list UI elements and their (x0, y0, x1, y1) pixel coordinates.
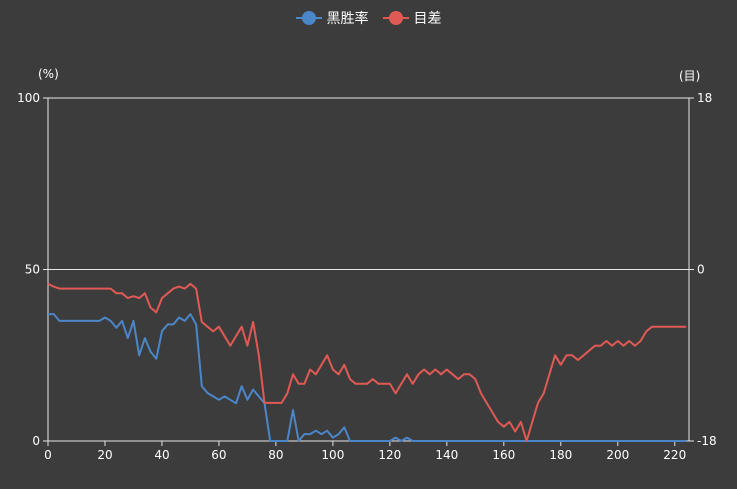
x-tick-label: 60 (211, 448, 226, 462)
x-tick-label: 180 (549, 448, 572, 462)
x-tick-label: 20 (97, 448, 112, 462)
legend-win-rate-icon (295, 11, 322, 25)
x-tick-label: 160 (492, 448, 515, 462)
right-tick-label: 18 (697, 91, 712, 105)
left-tick-label: 50 (25, 263, 40, 277)
left-axis-unit: (%) (38, 67, 59, 81)
left-tick-label: 0 (32, 434, 40, 448)
legend-score-diff-label: 目差 (413, 11, 442, 27)
right-tick-label: -18 (697, 434, 717, 448)
series-line-win-rate (48, 313, 687, 442)
x-tick-label: 80 (268, 448, 283, 462)
chart-legend: 黑胜率 目差 (0, 8, 737, 28)
right-tick-label: 0 (697, 263, 705, 277)
x-tick-label: 140 (435, 448, 458, 462)
x-tick-label: 100 (321, 448, 344, 462)
legend-item-score-diff[interactable]: 目差 (382, 8, 442, 28)
x-tick-label: 220 (663, 448, 686, 462)
legend-win-rate-label: 黑胜率 (326, 11, 369, 27)
x-tick-label: 40 (154, 448, 169, 462)
series-line-score-diff (47, 282, 687, 442)
x-tick-label: 200 (606, 448, 629, 462)
left-tick-label: 100 (17, 91, 40, 105)
right-axis-unit: (目) (679, 69, 701, 83)
x-tick-label: 120 (378, 448, 401, 462)
legend-score-diff-icon (382, 11, 409, 25)
legend-item-win-rate[interactable]: 黑胜率 (295, 8, 369, 28)
x-tick-label: 0 (44, 448, 52, 462)
